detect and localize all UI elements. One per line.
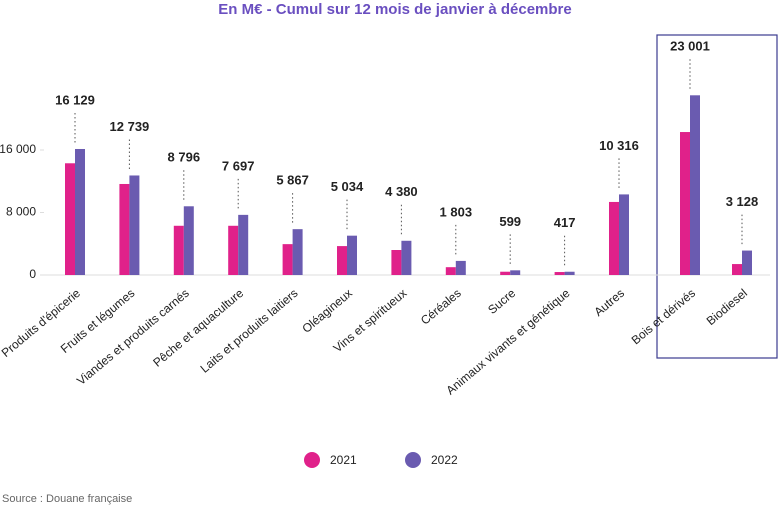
panel-box: [656, 34, 778, 359]
value-label: 5 867: [276, 173, 309, 188]
x-tick-label: Biodiesel: [704, 286, 750, 328]
value-label: 1 803: [440, 204, 473, 219]
legend-swatch: [405, 452, 421, 468]
bar: [228, 225, 239, 275]
value-label: 8 796: [168, 150, 201, 165]
bar: [173, 225, 184, 275]
bar: [500, 271, 511, 275]
legend-swatch: [304, 452, 320, 468]
value-label: 10 316: [599, 138, 639, 153]
bar: [619, 194, 629, 275]
bar: [347, 235, 357, 275]
bar: [183, 206, 194, 275]
bar: [65, 163, 75, 275]
bar: [609, 201, 619, 275]
bar: [510, 270, 521, 275]
bar: [238, 214, 249, 275]
bar: [391, 250, 402, 275]
x-tick-label: Sucre: [485, 286, 518, 317]
legend-label: 2021: [330, 453, 357, 467]
bar: [564, 271, 575, 275]
source: Source : Douane française: [2, 493, 132, 505]
value-label: 599: [499, 214, 521, 229]
bar: [680, 132, 690, 275]
bar: [445, 267, 456, 275]
bar: [732, 264, 742, 275]
y-tick-label: 8 000: [6, 205, 36, 219]
value-label: 3 128: [726, 194, 759, 209]
x-tick-label: Bois et dérivés: [629, 286, 698, 347]
chart-title: En M€ - Cumul sur 12 mois de janvier à d…: [218, 1, 571, 18]
value-label: 23 001: [670, 39, 710, 54]
bar: [742, 250, 752, 275]
y-tick-label: 0: [29, 267, 36, 281]
bar: [455, 260, 466, 275]
bar: [554, 272, 565, 275]
bar: [337, 246, 347, 275]
legend-label: 2022: [431, 453, 458, 467]
bar: [690, 95, 700, 275]
bar: [401, 240, 412, 275]
bar: [119, 183, 130, 275]
value-label: 417: [554, 215, 576, 230]
bar: [129, 175, 140, 275]
x-tick-label: Autres: [591, 286, 627, 319]
x-tick-label: Pêche et aquaculture: [150, 286, 246, 370]
value-label: 16 129: [55, 92, 95, 107]
y-tick-label: 16 000: [0, 142, 36, 156]
value-label: 7 697: [222, 158, 255, 173]
value-label: 5 034: [331, 179, 364, 194]
value-label: 12 739: [110, 119, 150, 134]
value-label: 4 380: [385, 184, 418, 199]
bar: [282, 244, 293, 275]
bar: [292, 229, 303, 275]
x-tick-label: Oléagineux: [299, 286, 355, 336]
x-tick-label: Laits et produits laitiers: [198, 286, 301, 376]
x-tick-label: Céréales: [418, 286, 464, 328]
bar: [75, 148, 85, 275]
x-tick-label: Viandes et produits carnés: [74, 286, 192, 388]
